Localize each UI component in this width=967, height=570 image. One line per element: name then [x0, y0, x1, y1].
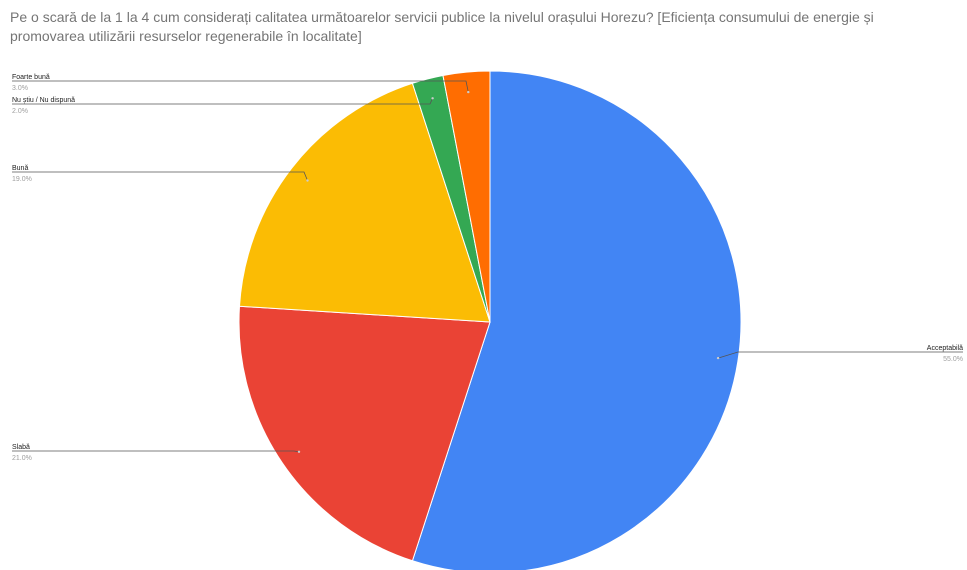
leader-line [12, 451, 299, 452]
slice-percent-label: 21.0% [12, 455, 32, 462]
slice-label: Bună [12, 165, 28, 172]
slice-percent-label: 55.0% [943, 356, 963, 363]
leader-line [718, 352, 963, 358]
leader-dot [298, 451, 300, 453]
slice-label: Nu știu / Nu dispună [12, 97, 75, 104]
leader-dot [717, 357, 719, 359]
leader-line [12, 172, 308, 181]
slice-label: Slabă [12, 444, 30, 451]
slice-percent-label: 3.0% [12, 85, 28, 92]
slice-percent-label: 19.0% [12, 176, 32, 183]
slice-label: Acceptabilă [927, 345, 963, 352]
leader-dot [431, 97, 433, 99]
slice-label: Foarte bună [12, 74, 50, 81]
leader-dot [306, 179, 308, 181]
leader-dot [467, 91, 469, 93]
slice-percent-label: 2.0% [12, 108, 28, 115]
